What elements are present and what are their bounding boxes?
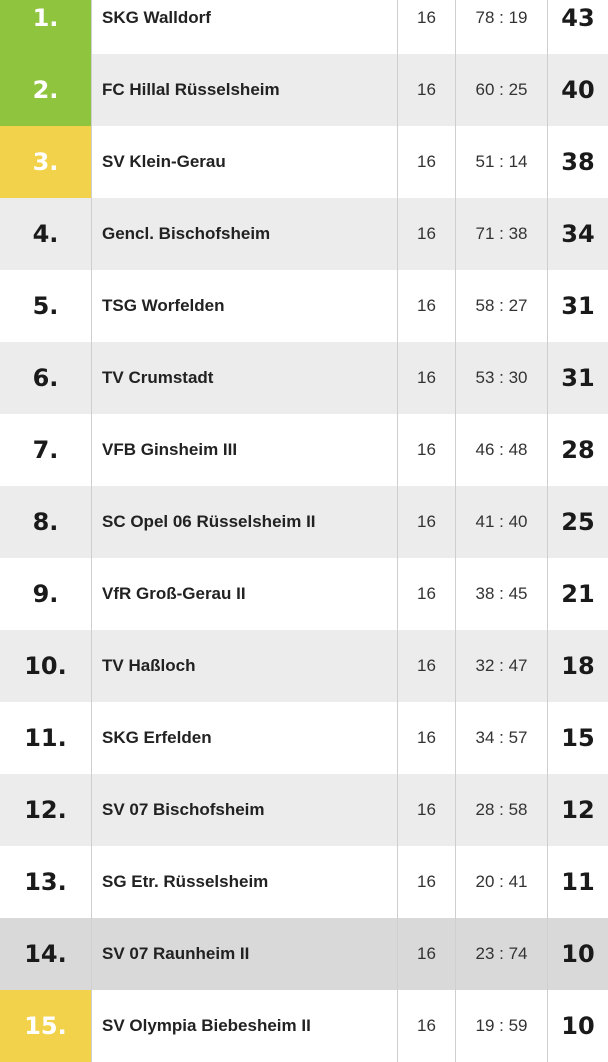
games-played: 16: [398, 198, 456, 270]
rank-cell: 7.: [0, 414, 92, 486]
points: 12: [561, 796, 595, 824]
team-name: SV 07 Bischofsheim: [92, 774, 398, 846]
rank-cell: 3.: [0, 126, 92, 198]
table-row[interactable]: 15. SV Olympia Biebesheim II 16 19 : 59 …: [0, 990, 608, 1062]
team-name: VfR Groß-Gerau II: [92, 558, 398, 630]
rank-cell: 1.: [0, 0, 92, 54]
points: 21: [561, 580, 595, 608]
games-played: 16: [398, 414, 456, 486]
table-row[interactable]: 10. TV Haßloch 16 32 : 47 18: [0, 630, 608, 702]
goal-ratio: 19 : 59: [456, 990, 548, 1062]
team-name: VFB Ginsheim III: [92, 414, 398, 486]
points: 18: [561, 652, 595, 680]
points: 38: [561, 148, 595, 176]
team-name: SV Olympia Biebesheim II: [92, 990, 398, 1062]
team-name: SKG Erfelden: [92, 702, 398, 774]
games-played: 16: [398, 702, 456, 774]
goal-ratio: 51 : 14: [456, 126, 548, 198]
rank-cell: 11.: [0, 702, 92, 774]
goal-ratio: 38 : 45: [456, 558, 548, 630]
goal-ratio: 20 : 41: [456, 846, 548, 918]
games-played: 16: [398, 486, 456, 558]
rank-cell: 12.: [0, 774, 92, 846]
games-played: 16: [398, 630, 456, 702]
goal-ratio: 58 : 27: [456, 270, 548, 342]
rank-cell: 9.: [0, 558, 92, 630]
goal-ratio: 23 : 74: [456, 918, 548, 990]
games-played: 16: [398, 342, 456, 414]
goal-ratio: 34 : 57: [456, 702, 548, 774]
team-name: SKG Walldorf: [92, 0, 398, 54]
points: 11: [561, 868, 595, 896]
games-played: 16: [398, 0, 456, 54]
table-row[interactable]: 1. SKG Walldorf 16 78 : 19 43: [0, 0, 608, 54]
goal-ratio: 60 : 25: [456, 54, 548, 126]
rank-cell: 6.: [0, 342, 92, 414]
team-name: SG Etr. Rüsselsheim: [92, 846, 398, 918]
points: 10: [561, 1012, 595, 1040]
games-played: 16: [398, 126, 456, 198]
rank-cell: 5.: [0, 270, 92, 342]
goal-ratio: 78 : 19: [456, 0, 548, 54]
points: 10: [561, 940, 595, 968]
games-played: 16: [398, 846, 456, 918]
table-row[interactable]: 11. SKG Erfelden 16 34 : 57 15: [0, 702, 608, 774]
table-row[interactable]: 9. VfR Groß-Gerau II 16 38 : 45 21: [0, 558, 608, 630]
table-row[interactable]: 3. SV Klein-Gerau 16 51 : 14 38: [0, 126, 608, 198]
team-name: SV 07 Raunheim II: [92, 918, 398, 990]
rank-cell: 8.: [0, 486, 92, 558]
table-row[interactable]: 13. SG Etr. Rüsselsheim 16 20 : 41 11: [0, 846, 608, 918]
rank-cell: 15.: [0, 990, 92, 1062]
games-played: 16: [398, 558, 456, 630]
goal-ratio: 41 : 40: [456, 486, 548, 558]
points: 34: [561, 220, 595, 248]
team-name: TV Haßloch: [92, 630, 398, 702]
goal-ratio: 53 : 30: [456, 342, 548, 414]
points: 28: [561, 436, 595, 464]
rank-cell: 14.: [0, 918, 92, 990]
points: 15: [561, 724, 595, 752]
games-played: 16: [398, 54, 456, 126]
goal-ratio: 46 : 48: [456, 414, 548, 486]
points: 31: [561, 292, 595, 320]
table-row[interactable]: 12. SV 07 Bischofsheim 16 28 : 58 12: [0, 774, 608, 846]
rank-cell: 13.: [0, 846, 92, 918]
team-name: TV Crumstadt: [92, 342, 398, 414]
team-name: FC Hillal Rüsselsheim: [92, 54, 398, 126]
points: 40: [561, 76, 595, 104]
table-row[interactable]: 5. TSG Worfelden 16 58 : 27 31: [0, 270, 608, 342]
goal-ratio: 28 : 58: [456, 774, 548, 846]
team-name: SC Opel 06 Rüsselsheim II: [92, 486, 398, 558]
table-row[interactable]: 4. Gencl. Bischofsheim 16 71 : 38 34: [0, 198, 608, 270]
table-row[interactable]: 2. FC Hillal Rüsselsheim 16 60 : 25 40: [0, 54, 608, 126]
points: 25: [561, 508, 595, 536]
points: 43: [561, 4, 595, 32]
goal-ratio: 71 : 38: [456, 198, 548, 270]
rank-cell: 4.: [0, 198, 92, 270]
rank-cell: 10.: [0, 630, 92, 702]
team-name: Gencl. Bischofsheim: [92, 198, 398, 270]
table-row[interactable]: 6. TV Crumstadt 16 53 : 30 31: [0, 342, 608, 414]
games-played: 16: [398, 990, 456, 1062]
points: 31: [561, 364, 595, 392]
table-row[interactable]: 14. SV 07 Raunheim II 16 23 : 74 10: [0, 918, 608, 990]
table-row[interactable]: 7. VFB Ginsheim III 16 46 : 48 28: [0, 414, 608, 486]
games-played: 16: [398, 774, 456, 846]
table-row[interactable]: 8. SC Opel 06 Rüsselsheim II 16 41 : 40 …: [0, 486, 608, 558]
rank-cell: 2.: [0, 54, 92, 126]
games-played: 16: [398, 270, 456, 342]
team-name: SV Klein-Gerau: [92, 126, 398, 198]
games-played: 16: [398, 918, 456, 990]
goal-ratio: 32 : 47: [456, 630, 548, 702]
team-name: TSG Worfelden: [92, 270, 398, 342]
